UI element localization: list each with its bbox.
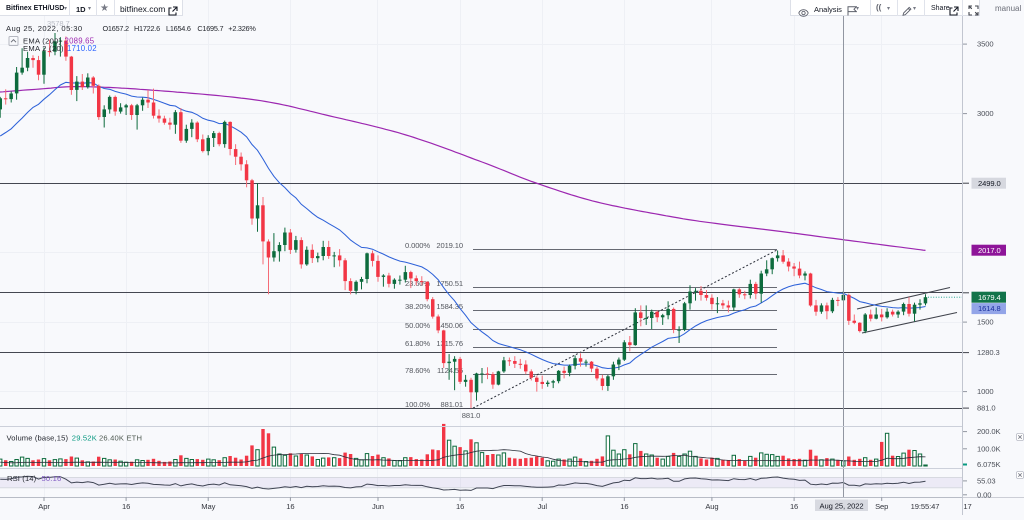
svg-text:55.03: 55.03 [977, 477, 996, 486]
svg-text:50.00%: 50.00% [405, 321, 430, 330]
svg-text:2019.10: 2019.10 [436, 241, 463, 250]
svg-text:Aug 25, 2022, 05:30: Aug 25, 2022, 05:30 [6, 24, 83, 33]
svg-text:O1657.2: O1657.2 [103, 24, 129, 33]
svg-text:0.000%: 0.000% [405, 241, 430, 250]
svg-text:100.0K: 100.0K [977, 444, 1001, 453]
svg-text:1000: 1000 [977, 387, 994, 396]
svg-text:2017.0: 2017.0 [978, 246, 1001, 255]
svg-text:Apr: Apr [38, 502, 50, 511]
svg-text:Sep: Sep [875, 502, 888, 511]
svg-text:38.20%: 38.20% [405, 302, 430, 311]
svg-text:Aug 25, 2022: Aug 25, 2022 [820, 502, 864, 511]
svg-text:1315.76: 1315.76 [436, 339, 463, 348]
svg-text:1679.4: 1679.4 [978, 293, 1001, 302]
svg-text:1614.8: 1614.8 [978, 304, 1001, 313]
svg-text:50.16: 50.16 [42, 474, 62, 483]
svg-text:2499.0: 2499.0 [978, 179, 1001, 188]
svg-text:1500: 1500 [977, 318, 994, 327]
svg-text:100.0%: 100.0% [405, 400, 430, 409]
svg-text:May: May [201, 502, 215, 511]
svg-text:61.80%: 61.80% [405, 339, 430, 348]
svg-text:78.60%: 78.60% [405, 366, 430, 375]
svg-text:1584.35: 1584.35 [436, 302, 463, 311]
svg-text:C1695.7: C1695.7 [197, 24, 223, 33]
svg-text:881.01: 881.01 [440, 400, 463, 409]
svg-text:0.00: 0.00 [977, 490, 991, 499]
svg-text:16: 16 [790, 502, 798, 511]
svg-text:26.40K ETH: 26.40K ETH [99, 433, 142, 442]
svg-text:RSI (14): RSI (14) [7, 474, 37, 483]
svg-text:Aug: Aug [705, 502, 718, 511]
svg-text:3578.7: 3578.7 [47, 19, 70, 28]
svg-text:H1722.6: H1722.6 [134, 24, 160, 33]
svg-text:6.075K: 6.075K [977, 460, 1001, 469]
svg-text:Jun: Jun [372, 502, 384, 511]
svg-text:1710.02: 1710.02 [67, 44, 97, 53]
svg-text:3500: 3500 [977, 40, 994, 49]
svg-text:+2.326%: +2.326% [228, 24, 256, 33]
svg-text:17: 17 [963, 502, 971, 511]
svg-text:2089.65: 2089.65 [65, 37, 95, 46]
svg-text:29.52K: 29.52K [72, 433, 97, 442]
svg-text:19:55:47: 19:55:47 [911, 502, 940, 511]
svg-text:1124.56: 1124.56 [437, 366, 463, 375]
svg-text:L1654.6: L1654.6 [166, 24, 191, 33]
svg-text:1750.51: 1750.51 [436, 279, 463, 288]
svg-text:1450.06: 1450.06 [436, 321, 463, 330]
svg-text:200.0K: 200.0K [977, 427, 1001, 436]
svg-text:881.0: 881.0 [462, 411, 480, 420]
svg-text:23.60%: 23.60% [405, 279, 430, 288]
svg-text:1280.3: 1280.3 [977, 348, 1000, 357]
svg-text:EMA 2 (20): EMA 2 (20) [23, 44, 64, 53]
svg-text:881.0: 881.0 [977, 404, 996, 413]
svg-text:16: 16 [456, 502, 464, 511]
svg-text:16: 16 [620, 502, 628, 511]
svg-text:Volume (base,15): Volume (base,15) [7, 433, 69, 442]
svg-text:EMA (200): EMA (200) [23, 37, 62, 46]
svg-text:3000: 3000 [977, 109, 994, 118]
svg-text:16: 16 [122, 502, 130, 511]
svg-text:16: 16 [286, 502, 294, 511]
svg-text:Jul: Jul [538, 502, 548, 511]
